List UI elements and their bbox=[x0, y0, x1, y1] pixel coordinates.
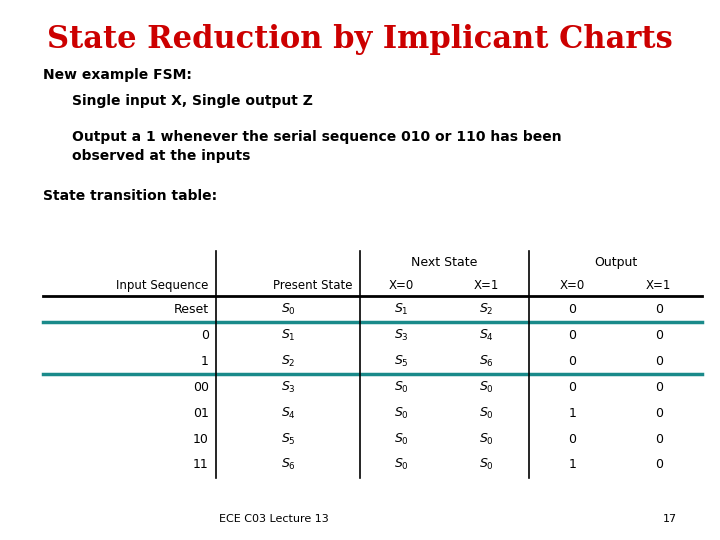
Text: 0: 0 bbox=[201, 329, 209, 342]
Text: 0: 0 bbox=[654, 458, 663, 471]
Text: $S_{1}$: $S_{1}$ bbox=[281, 328, 295, 343]
Text: 0: 0 bbox=[654, 381, 663, 394]
Text: 00: 00 bbox=[193, 381, 209, 394]
Text: 0: 0 bbox=[654, 303, 663, 316]
Text: $S_{0}$: $S_{0}$ bbox=[479, 431, 493, 447]
Text: $S_{0}$: $S_{0}$ bbox=[394, 380, 409, 395]
Text: ECE C03 Lecture 13: ECE C03 Lecture 13 bbox=[219, 514, 328, 524]
Text: 1: 1 bbox=[201, 355, 209, 368]
Text: 0: 0 bbox=[654, 433, 663, 446]
Text: $S_{0}$: $S_{0}$ bbox=[479, 380, 493, 395]
Text: $S_{4}$: $S_{4}$ bbox=[479, 328, 493, 343]
Text: Single input X, Single output Z: Single input X, Single output Z bbox=[72, 94, 313, 109]
Text: $S_{0}$: $S_{0}$ bbox=[479, 406, 493, 421]
Text: Input Sequence: Input Sequence bbox=[117, 279, 209, 292]
Text: $S_{2}$: $S_{2}$ bbox=[281, 354, 295, 369]
Text: Output: Output bbox=[594, 256, 637, 269]
Text: $S_{6}$: $S_{6}$ bbox=[281, 457, 295, 472]
Text: 0: 0 bbox=[568, 303, 577, 316]
Text: Output a 1 whenever the serial sequence 010 or 110 has been
observed at the inpu: Output a 1 whenever the serial sequence … bbox=[72, 130, 562, 163]
Text: $S_{2}$: $S_{2}$ bbox=[479, 302, 493, 317]
Text: 0: 0 bbox=[568, 381, 577, 394]
Text: Reset: Reset bbox=[174, 303, 209, 316]
Text: $S_{0}$: $S_{0}$ bbox=[394, 431, 409, 447]
Text: $S_{4}$: $S_{4}$ bbox=[281, 406, 295, 421]
Text: 11: 11 bbox=[193, 458, 209, 471]
Text: $S_{6}$: $S_{6}$ bbox=[479, 354, 493, 369]
Text: Next State: Next State bbox=[411, 256, 478, 269]
Text: 01: 01 bbox=[193, 407, 209, 420]
Text: 0: 0 bbox=[568, 329, 577, 342]
Text: 0: 0 bbox=[654, 355, 663, 368]
Text: X=0: X=0 bbox=[389, 279, 414, 292]
Text: $S_{0}$: $S_{0}$ bbox=[281, 302, 295, 317]
Text: $S_{1}$: $S_{1}$ bbox=[394, 302, 409, 317]
Text: $S_{3}$: $S_{3}$ bbox=[281, 380, 295, 395]
Text: 1: 1 bbox=[569, 407, 576, 420]
Text: $S_{5}$: $S_{5}$ bbox=[394, 354, 409, 369]
Text: 10: 10 bbox=[193, 433, 209, 446]
Text: $S_{0}$: $S_{0}$ bbox=[479, 457, 493, 472]
Text: X=1: X=1 bbox=[646, 279, 672, 292]
Text: $S_{0}$: $S_{0}$ bbox=[394, 457, 409, 472]
Text: State transition table:: State transition table: bbox=[43, 189, 217, 203]
Text: 0: 0 bbox=[568, 433, 577, 446]
Text: 0: 0 bbox=[654, 407, 663, 420]
Text: New example FSM:: New example FSM: bbox=[43, 68, 192, 82]
Text: 1: 1 bbox=[569, 458, 576, 471]
Text: Present State: Present State bbox=[274, 279, 353, 292]
Text: 17: 17 bbox=[662, 514, 677, 524]
Text: State Reduction by Implicant Charts: State Reduction by Implicant Charts bbox=[47, 24, 673, 55]
Text: 0: 0 bbox=[568, 355, 577, 368]
Text: $S_{0}$: $S_{0}$ bbox=[394, 406, 409, 421]
Text: $S_{3}$: $S_{3}$ bbox=[394, 328, 409, 343]
Text: $S_{5}$: $S_{5}$ bbox=[281, 431, 295, 447]
Text: X=0: X=0 bbox=[559, 279, 585, 292]
Text: X=1: X=1 bbox=[473, 279, 499, 292]
Text: 0: 0 bbox=[654, 329, 663, 342]
